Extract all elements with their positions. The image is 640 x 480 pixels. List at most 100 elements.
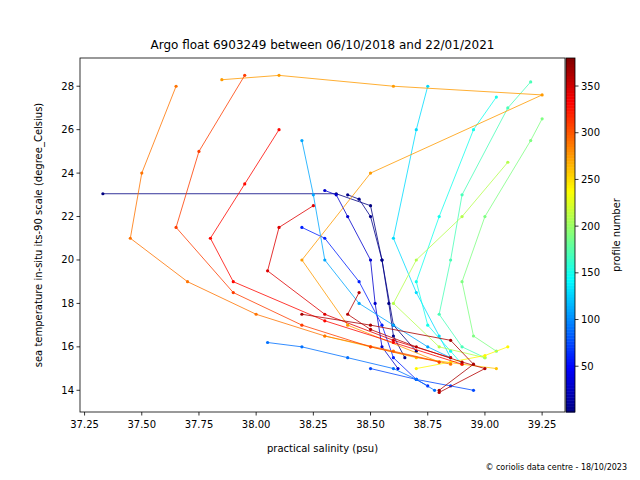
profile-point — [358, 198, 361, 201]
colorbar-band — [566, 267, 575, 270]
colorbar-band — [566, 285, 575, 288]
colorbar-tick-label: 150 — [581, 267, 600, 278]
y-tick-label: 22 — [61, 211, 74, 222]
colorbar-band — [566, 300, 575, 303]
profile-point — [392, 334, 395, 337]
profile-point — [529, 80, 532, 83]
profile-point — [220, 78, 223, 81]
y-tick — [77, 259, 81, 260]
y-axis-label: sea temperature in-situ its-90 scale (de… — [33, 103, 45, 368]
profile-point — [415, 378, 418, 381]
colorbar-band — [566, 88, 575, 91]
colorbar-band — [566, 79, 575, 82]
x-tick-label: 38.50 — [356, 419, 385, 430]
colorbar-band — [566, 152, 575, 155]
profile-point — [300, 345, 303, 348]
profile-point — [472, 389, 475, 392]
colorbar-band — [566, 279, 575, 282]
colorbar-band — [566, 253, 575, 256]
profile-point — [374, 302, 377, 305]
colorbar-tick — [575, 179, 579, 180]
colorbar-band — [566, 332, 575, 335]
colorbar-band — [566, 288, 575, 291]
profile-line — [393, 86, 450, 357]
colorbar-band — [566, 120, 575, 123]
annotation: © coriolis data centre - 18/10/2023 — [485, 463, 627, 472]
profile-point — [369, 345, 372, 348]
x-tick-label: 37.75 — [185, 419, 214, 430]
colorbar-band — [566, 238, 575, 241]
colorbar-band — [566, 194, 575, 197]
profile-point — [277, 128, 280, 131]
profile-point — [380, 258, 383, 261]
colorbar-band — [566, 374, 575, 377]
colorbar-band — [566, 397, 575, 400]
colorbar-band — [566, 82, 575, 85]
profile-line — [371, 369, 474, 391]
colorbar-band — [566, 197, 575, 200]
colorbar-band — [566, 176, 575, 179]
profile-point — [392, 324, 395, 327]
y-tick — [77, 346, 81, 347]
profile-point — [460, 193, 463, 196]
colorbar-band — [566, 170, 575, 173]
profile-point — [369, 328, 372, 331]
colorbar-band — [566, 164, 575, 167]
profile-point — [197, 150, 200, 153]
x-tick-label: 39.25 — [528, 419, 557, 430]
colorbar-band — [566, 309, 575, 312]
profile-point — [495, 367, 498, 370]
profile-point — [358, 291, 361, 294]
colorbar-band — [566, 158, 575, 161]
colorbar-band — [566, 326, 575, 329]
profile-point — [323, 237, 326, 240]
profile-point — [323, 334, 326, 337]
profile-point — [346, 215, 349, 218]
colorbar-band — [566, 350, 575, 353]
colorbar-band — [566, 282, 575, 285]
profile-point — [415, 378, 418, 381]
profile-point — [483, 354, 486, 357]
colorbar-band — [566, 185, 575, 188]
colorbar-band — [566, 259, 575, 262]
colorbar-band — [566, 312, 575, 315]
colorbar-band — [566, 394, 575, 397]
profile-point — [335, 193, 338, 196]
colorbar-band — [566, 270, 575, 273]
colorbar-band — [566, 235, 575, 238]
colorbar-band — [566, 329, 575, 332]
colorbar-band — [566, 297, 575, 300]
x-tick — [256, 412, 257, 416]
colorbar-band — [566, 111, 575, 114]
colorbar-tick-label: 100 — [581, 314, 600, 325]
profile-point — [387, 302, 390, 305]
colorbar-band — [566, 321, 575, 324]
colorbar-tick-label: 300 — [581, 127, 600, 138]
colorbar-band — [566, 324, 575, 327]
colorbar-band — [566, 338, 575, 341]
colorbar-tick-label: 50 — [581, 361, 594, 372]
colorbar-band — [566, 182, 575, 185]
colorbar-band — [566, 220, 575, 223]
profile-point — [312, 204, 315, 207]
colorbar-band — [566, 232, 575, 235]
profile-point — [300, 313, 303, 316]
profile-point — [380, 324, 383, 327]
profile-line — [302, 314, 474, 390]
colorbar-band — [566, 135, 575, 138]
colorbar-band — [566, 85, 575, 88]
profile-line — [439, 82, 531, 358]
title: Argo float 6903249 between 06/10/2018 an… — [151, 38, 495, 52]
x-tick — [484, 412, 485, 416]
colorbar-band — [566, 61, 575, 64]
colorbar-band — [566, 365, 575, 368]
y-tick — [77, 216, 81, 217]
x-tick — [370, 412, 371, 416]
colorbar-band — [566, 385, 575, 388]
profile-point — [460, 360, 463, 363]
profile-point — [495, 95, 498, 98]
x-tick-label: 38.75 — [413, 419, 442, 430]
colorbar-band — [566, 117, 575, 120]
colorbar-band — [566, 247, 575, 250]
x-tick — [313, 412, 314, 416]
